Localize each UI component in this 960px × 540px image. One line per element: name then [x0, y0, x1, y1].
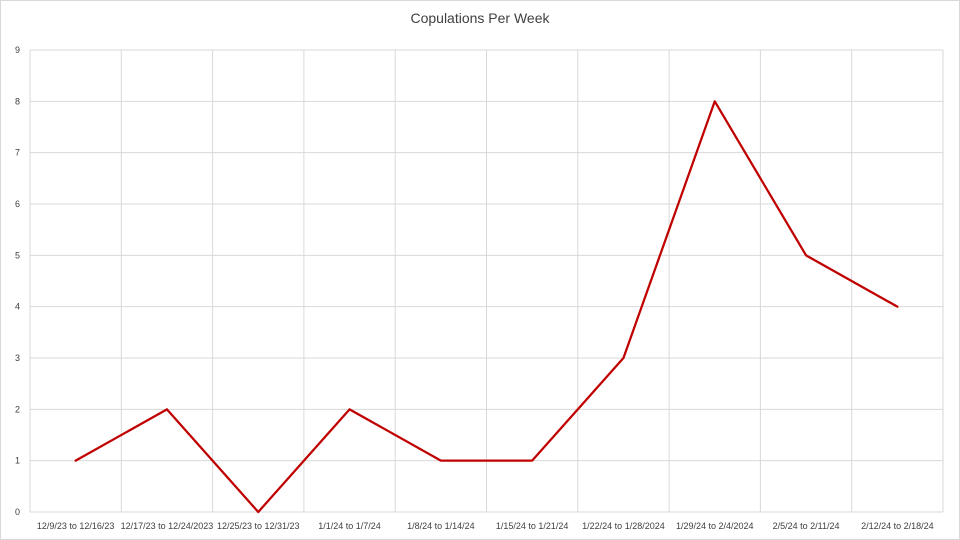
x-tick-label: 1/29/24 to 2/4/2024 [676, 521, 754, 531]
y-tick-label: 3 [15, 353, 20, 363]
x-tick-label: 12/17/23 to 12/24/2023 [121, 521, 214, 531]
chart-title: Copulations Per Week [410, 10, 550, 26]
series-line [74, 100, 899, 514]
x-tick-label: 1/22/24 to 1/28/2024 [582, 521, 665, 531]
x-tick-label: 12/25/23 to 12/31/23 [217, 521, 300, 531]
y-tick-label: 7 [15, 148, 20, 158]
y-tick-label: 9 [15, 45, 20, 55]
y-tick-label: 2 [15, 404, 20, 414]
y-tick-label: 8 [15, 96, 20, 106]
x-tick-label: 1/8/24 to 1/14/24 [407, 521, 475, 531]
x-tick-label: 1/1/24 to 1/7/24 [318, 521, 381, 531]
x-tick-label: 2/12/24 to 2/18/24 [861, 521, 934, 531]
y-tick-label: 5 [15, 250, 20, 260]
x-tick-label: 12/9/23 to 12/16/23 [37, 521, 115, 531]
series-layer [74, 100, 899, 514]
y-axis-tick-labels: 0 1 2 3 4 5 6 7 8 9 [15, 45, 20, 517]
gridlines [29, 49, 944, 513]
x-tick-label: 1/15/24 to 1/21/24 [496, 521, 569, 531]
y-tick-label: 6 [15, 199, 20, 209]
x-axis-tick-labels: 12/9/23 to 12/16/23 12/17/23 to 12/24/202… [37, 521, 934, 531]
x-tick-label: 2/5/24 to 2/11/24 [773, 521, 840, 531]
y-tick-label: 4 [15, 302, 20, 312]
y-tick-label: 1 [15, 456, 20, 466]
y-tick-label: 0 [15, 507, 20, 517]
